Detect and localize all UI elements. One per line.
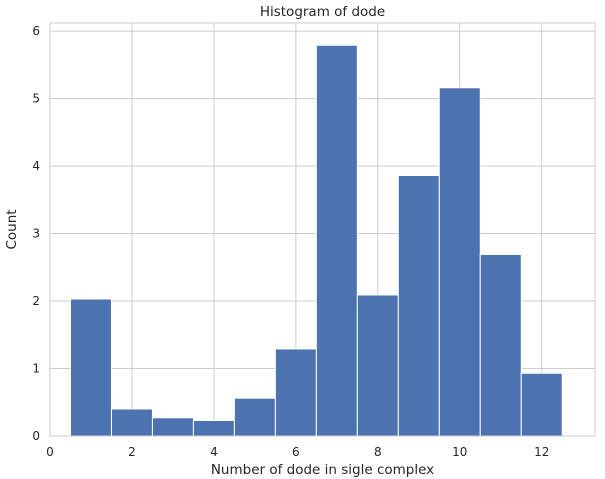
x-tick-label: 4 xyxy=(210,445,218,459)
x-axis-label: Number of dode in sigle complex xyxy=(211,462,434,478)
y-tick-label: 0 xyxy=(32,429,40,443)
y-tick-label: 4 xyxy=(32,159,40,173)
x-tick-label: 12 xyxy=(534,445,549,459)
chart-title: Histogram of dode xyxy=(260,4,385,20)
x-tick-label: 10 xyxy=(452,445,467,459)
x-tick-label: 6 xyxy=(292,445,300,459)
bars xyxy=(69,44,563,437)
histogram-bar xyxy=(151,417,194,437)
histogram-bar xyxy=(356,294,399,437)
histogram-bar xyxy=(274,348,317,437)
y-tick-label: 1 xyxy=(32,362,40,376)
histogram-bar xyxy=(397,175,440,437)
histogram-bar xyxy=(438,87,481,437)
histogram-bar xyxy=(69,298,112,437)
histogram-bar xyxy=(479,253,522,437)
y-tick-label: 5 xyxy=(32,92,40,106)
histogram-bar xyxy=(315,44,358,437)
y-tick-labels: 0 1 2 3 4 5 6 xyxy=(32,24,40,443)
x-tick-label: 8 xyxy=(374,445,382,459)
histogram-bar xyxy=(110,408,153,437)
y-tick-label: 3 xyxy=(32,227,40,241)
x-tick-label: 2 xyxy=(128,445,136,459)
histogram-bar xyxy=(192,419,235,437)
plot-frame xyxy=(49,22,596,437)
y-tick-label: 2 xyxy=(32,294,40,308)
histogram-bar xyxy=(520,372,563,437)
x-tick-labels: 0 2 4 6 8 10 12 xyxy=(46,445,549,459)
histogram-bar xyxy=(233,397,276,437)
y-axis-label: Count xyxy=(4,209,20,249)
x-tick-label: 0 xyxy=(46,445,54,459)
y-tick-label: 6 xyxy=(32,24,40,38)
